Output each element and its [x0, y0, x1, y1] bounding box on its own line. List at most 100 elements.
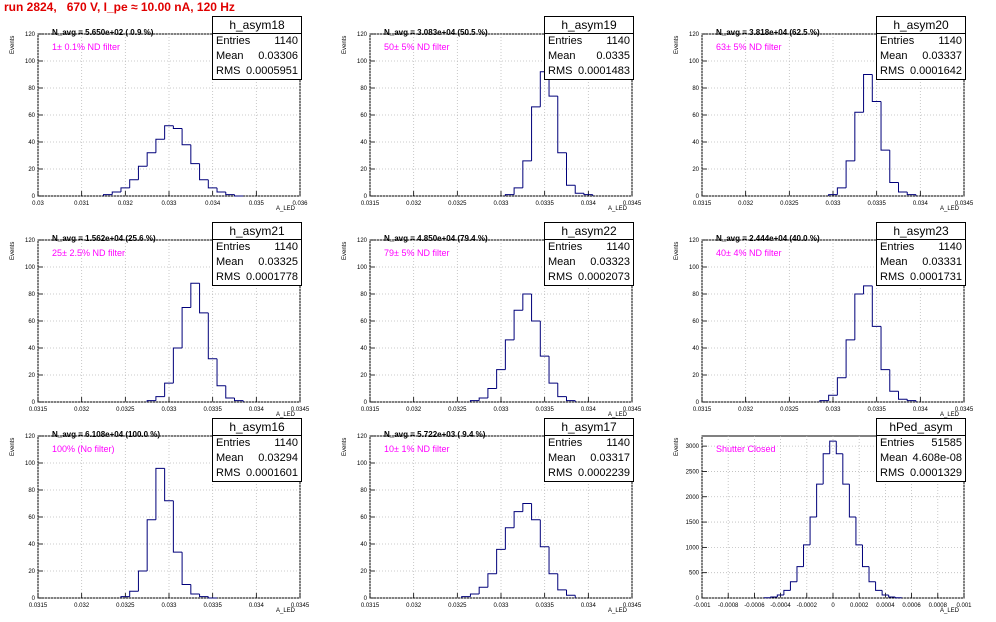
- histogram-bin: [863, 74, 873, 113]
- stats-value: 0.03331: [922, 256, 962, 268]
- stats-value: 51585: [931, 437, 962, 449]
- histogram-bin: [522, 503, 532, 512]
- filter-label: 63± 5% ND filter: [716, 42, 782, 52]
- histogram-bin: [776, 594, 784, 597]
- stats-label: Mean: [216, 452, 244, 464]
- histogram-bin: [539, 321, 550, 357]
- stats-value: 1140: [606, 437, 630, 449]
- stats-label: RMS: [880, 467, 905, 479]
- stats-box: h_asym23 Entries 1140 Mean 0.03331 RMS 0.00017…: [876, 222, 966, 286]
- x-tick-label: 0.0345: [623, 603, 642, 609]
- n-avg-label: N_avg = 4.850e+04 (79.4 %): [384, 234, 488, 243]
- x-tick-label: 0.03: [32, 201, 44, 207]
- stats-value: 0.0001642: [910, 65, 962, 77]
- y-tick-label: 0: [32, 596, 36, 602]
- y-tick-label: 120: [689, 238, 700, 244]
- stats-label: Mean: [216, 50, 244, 62]
- stats-box: hPed_asym Entries 51585 Mean 4.608e-08 RMS 0.0…: [876, 418, 966, 482]
- stats-row-mean: Mean 0.03337: [877, 49, 965, 64]
- stats-label: RMS: [548, 65, 573, 77]
- histogram-bin: [522, 293, 532, 311]
- y-tick-label: 60: [360, 113, 367, 119]
- histogram-bin: [120, 187, 130, 192]
- y-axis-label: Events: [10, 437, 16, 456]
- y-tick-label: 20: [28, 569, 35, 575]
- histogram-bin: [894, 596, 902, 599]
- histogram-bin: [522, 160, 532, 188]
- histogram-bin: [548, 546, 558, 575]
- stats-box: h_asym21 Entries 1140 Mean 0.03325 RMS 0.00017…: [212, 222, 302, 286]
- histogram-bin: [190, 144, 200, 165]
- histogram-pad-hPed_asym: -0.001 -0.0008 -0.0006 -0.0004 -0.0002 0 0.000…: [664, 418, 986, 622]
- y-tick-label: 40: [692, 140, 699, 146]
- histogram-bin: [496, 369, 506, 389]
- y-tick-label: 100: [25, 461, 36, 467]
- histogram-bin: [225, 191, 235, 196]
- stats-row-mean: Mean 0.03317: [545, 451, 633, 466]
- histogram-bin: [199, 163, 209, 181]
- histogram-bin: [469, 593, 480, 597]
- stats-row-rms: RMS 0.0002239: [545, 466, 633, 481]
- x-tick-label: 0.0315: [361, 603, 380, 609]
- stats-row-rms: RMS 0.0001483: [545, 64, 633, 79]
- y-tick-label: 100: [357, 59, 368, 65]
- filter-label: 40± 4% ND filter: [716, 248, 782, 258]
- y-axis-label: Events: [674, 35, 680, 54]
- x-tick-label: 0.034: [581, 201, 597, 207]
- histogram-bin: [190, 282, 200, 308]
- stats-label: Mean: [880, 256, 908, 268]
- histogram-bin: [478, 397, 488, 401]
- histogram-bin: [548, 356, 558, 384]
- histogram-bin: [531, 294, 541, 322]
- histogram-bin: [504, 339, 515, 370]
- y-tick-label: 120: [357, 238, 368, 244]
- stats-value: 0.03317: [590, 452, 630, 464]
- histogram-bin: [881, 590, 889, 596]
- histogram-bin: [854, 293, 864, 340]
- x-tick-label: 0.032: [738, 201, 754, 207]
- histogram-bin: [172, 125, 183, 129]
- x-tick-label: 0.0315: [29, 407, 48, 413]
- x-tick-label: 0.0004: [876, 603, 895, 609]
- filter-label: 100% (No filter): [52, 444, 115, 454]
- y-tick-label: 80: [28, 86, 35, 92]
- histogram-bin: [829, 440, 837, 454]
- histogram-bin: [789, 581, 797, 591]
- stats-value: 1140: [938, 35, 962, 47]
- histogram-pad-h_asym18: 0.03 0.031 0.032 0.033 0.034 0.035 0.036 0 20 40 6…: [0, 16, 322, 220]
- histogram-bin: [181, 128, 191, 146]
- x-tick-label: 0.0325: [116, 407, 135, 413]
- histogram-bin: [822, 453, 830, 485]
- stats-value: 0.0335: [596, 50, 630, 62]
- stats-value: 0.03294: [258, 452, 298, 464]
- stats-row-mean: Mean 4.608e-08: [877, 451, 965, 466]
- y-tick-label: 40: [360, 140, 367, 146]
- x-tick-label: 0.032: [74, 407, 90, 413]
- histogram-bin: [496, 548, 506, 574]
- histogram-bin: [146, 519, 156, 571]
- stats-value: 1140: [274, 437, 298, 449]
- histogram-bin: [842, 453, 850, 485]
- stats-label: Entries: [216, 241, 251, 253]
- x-tick-label: 0.0325: [780, 201, 799, 207]
- stats-row-mean: Mean 0.0335: [545, 49, 633, 64]
- x-tick-label: 0.0335: [867, 407, 886, 413]
- stats-row-entries: Entries 1140: [213, 436, 301, 451]
- y-axis-label: Events: [10, 241, 16, 260]
- y-tick-label: 120: [357, 434, 368, 440]
- stats-label: Mean: [548, 452, 576, 464]
- histogram-bin: [898, 182, 908, 193]
- x-tick-label: 0.0345: [291, 407, 310, 413]
- histogram-bin: [199, 283, 209, 314]
- histogram-bin: [880, 101, 890, 151]
- y-axis-label: Events: [342, 437, 348, 456]
- histogram-bin: [557, 383, 567, 398]
- stats-label: RMS: [548, 271, 573, 283]
- histogram-bin: [164, 382, 174, 397]
- stats-label: Entries: [216, 437, 251, 449]
- stats-value: 0.03325: [258, 256, 298, 268]
- histogram-bin: [207, 179, 218, 189]
- histogram-bin: [889, 150, 899, 183]
- x-axis-label: A_LED: [940, 412, 960, 418]
- x-axis-label: A_LED: [608, 206, 628, 212]
